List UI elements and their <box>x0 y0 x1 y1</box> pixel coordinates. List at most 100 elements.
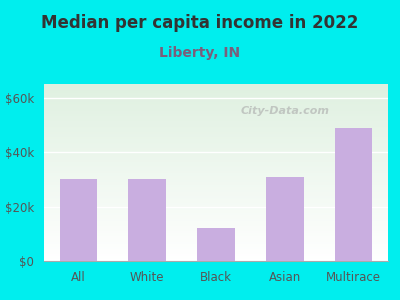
Bar <box>44 224 388 226</box>
Bar <box>44 93 388 94</box>
Bar <box>44 155 388 157</box>
Bar <box>44 257 388 259</box>
Bar <box>44 146 388 148</box>
Bar <box>44 105 388 107</box>
Bar <box>44 226 388 227</box>
Bar <box>44 153 388 155</box>
Bar <box>44 157 388 158</box>
Bar <box>44 181 388 183</box>
Bar <box>44 190 388 192</box>
Bar <box>44 116 388 118</box>
Bar <box>44 91 388 93</box>
Bar <box>128 179 166 261</box>
Bar <box>44 192 388 194</box>
Bar <box>44 174 388 176</box>
Text: Median per capita income in 2022: Median per capita income in 2022 <box>41 14 359 32</box>
Bar <box>44 123 388 125</box>
Bar <box>44 137 388 139</box>
Bar <box>44 160 388 162</box>
Bar <box>44 185 388 187</box>
Bar <box>44 227 388 229</box>
Bar <box>44 94 388 96</box>
Bar <box>44 254 388 256</box>
Bar <box>44 250 388 252</box>
Bar <box>44 119 388 121</box>
Bar <box>44 238 388 240</box>
Bar <box>44 86 388 88</box>
Bar <box>44 231 388 233</box>
Bar <box>44 132 388 134</box>
Bar <box>44 84 388 86</box>
Bar <box>44 100 388 102</box>
Bar <box>44 202 388 204</box>
Text: City-Data.com: City-Data.com <box>240 106 329 116</box>
Bar <box>44 233 388 235</box>
Bar <box>44 125 388 127</box>
Bar <box>44 229 388 231</box>
Bar <box>44 127 388 128</box>
Bar <box>44 215 388 217</box>
Bar <box>44 164 388 165</box>
Bar <box>44 242 388 243</box>
Bar <box>44 236 388 238</box>
Bar <box>44 118 388 119</box>
Bar <box>44 141 388 142</box>
Bar <box>44 171 388 172</box>
Bar <box>44 130 388 132</box>
Bar <box>44 89 388 91</box>
Bar <box>44 252 388 254</box>
Bar <box>44 169 388 171</box>
Bar <box>44 103 388 105</box>
Bar <box>44 144 388 146</box>
Bar <box>60 179 98 261</box>
Bar <box>44 158 388 160</box>
Bar <box>44 114 388 116</box>
Bar <box>44 210 388 212</box>
Bar <box>334 128 372 261</box>
Bar <box>44 149 388 151</box>
Bar <box>44 240 388 242</box>
Bar <box>44 142 388 144</box>
Bar <box>44 249 388 250</box>
Bar <box>44 188 388 190</box>
Bar <box>44 135 388 137</box>
Bar <box>44 109 388 111</box>
Bar <box>44 206 388 208</box>
Bar <box>44 201 388 203</box>
Bar <box>44 222 388 224</box>
Bar <box>44 176 388 178</box>
Bar <box>44 187 388 188</box>
Bar <box>44 134 388 135</box>
Bar <box>44 204 388 206</box>
Bar <box>44 110 388 112</box>
Bar <box>44 167 388 169</box>
Bar <box>44 151 388 153</box>
Bar <box>44 220 388 222</box>
Bar <box>44 180 388 181</box>
Bar <box>44 98 388 100</box>
Bar <box>44 102 388 103</box>
Text: Liberty, IN: Liberty, IN <box>160 46 240 61</box>
Bar <box>44 212 388 213</box>
Bar <box>44 256 388 257</box>
Bar <box>44 121 388 123</box>
Bar <box>44 172 388 174</box>
Bar <box>44 128 388 130</box>
Bar <box>266 177 304 261</box>
Bar <box>44 199 388 201</box>
Bar <box>44 208 388 210</box>
Bar <box>44 218 388 220</box>
Bar <box>44 162 388 164</box>
Bar <box>44 197 388 199</box>
Bar <box>44 196 388 197</box>
Bar <box>44 194 388 196</box>
Bar <box>44 107 388 109</box>
Bar <box>44 88 388 89</box>
Bar <box>44 148 388 149</box>
Bar <box>44 245 388 247</box>
Bar <box>44 259 388 261</box>
Bar <box>44 178 388 180</box>
Bar <box>44 247 388 249</box>
Bar <box>44 243 388 245</box>
Bar <box>44 217 388 218</box>
